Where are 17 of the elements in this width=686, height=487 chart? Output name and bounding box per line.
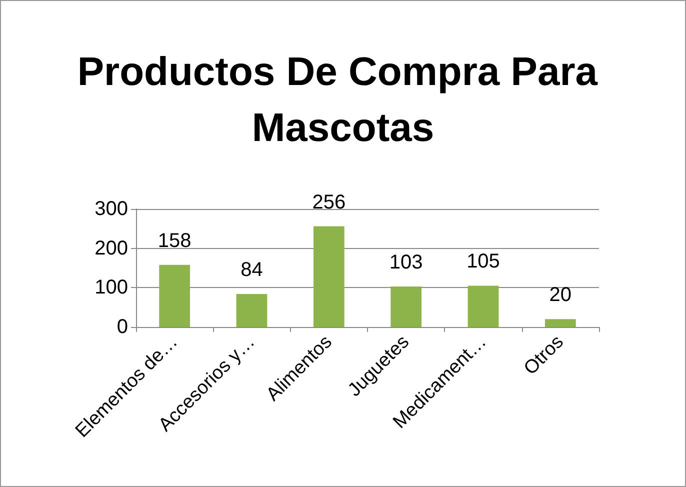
y-tick-label: 300 bbox=[94, 198, 128, 220]
data-label: 20 bbox=[549, 284, 572, 306]
bar bbox=[544, 319, 576, 327]
bar bbox=[159, 264, 190, 327]
bar bbox=[390, 286, 422, 327]
data-label: 84 bbox=[240, 258, 263, 281]
data-label: 158 bbox=[158, 230, 192, 252]
y-tick-label: 100 bbox=[94, 276, 128, 299]
data-label: 103 bbox=[389, 251, 423, 274]
bar bbox=[468, 286, 499, 327]
bar bbox=[313, 226, 344, 327]
data-label: 105 bbox=[466, 250, 500, 273]
y-tick-label: 200 bbox=[94, 237, 128, 260]
chart-title: Productos De Compra Para Mascotas bbox=[77, 50, 609, 150]
y-tick-label: 0 bbox=[116, 316, 128, 338]
data-label: 256 bbox=[312, 191, 346, 214]
bar bbox=[236, 294, 268, 327]
